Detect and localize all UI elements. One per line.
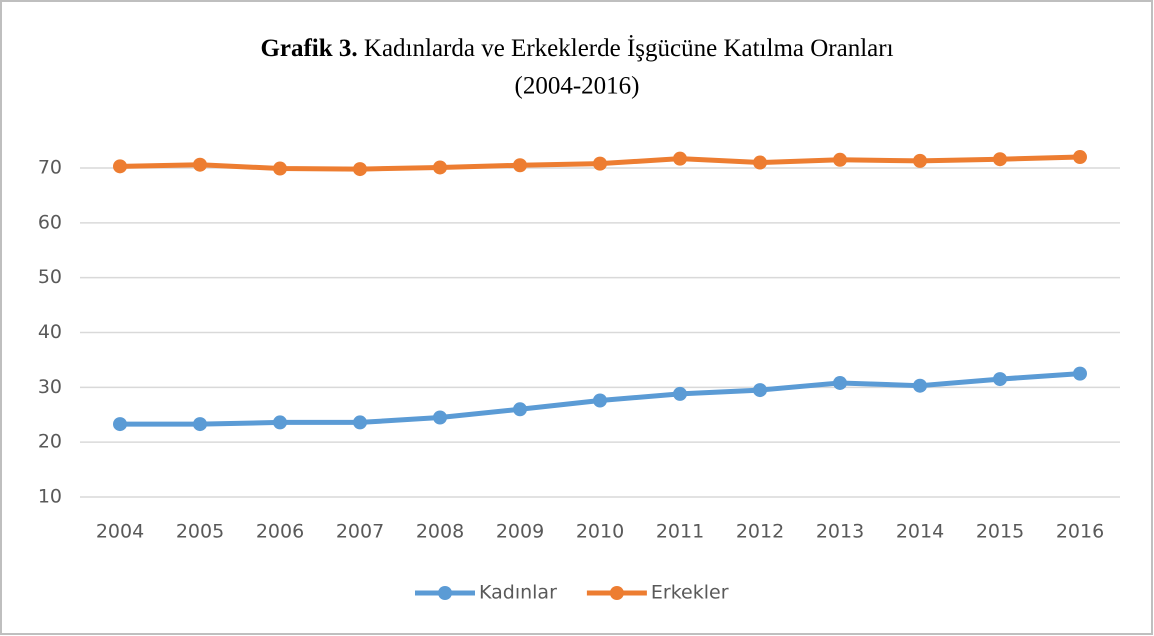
x-tick-label: 2014 bbox=[896, 521, 944, 543]
data-point bbox=[993, 372, 1007, 387]
data-point bbox=[673, 151, 687, 166]
x-tick-label: 2007 bbox=[336, 521, 384, 543]
data-point bbox=[913, 153, 927, 168]
y-tick-label: 70 bbox=[38, 157, 62, 179]
title-label: Grafik 3. bbox=[260, 35, 357, 62]
data-point bbox=[433, 410, 447, 425]
chart-subtitle: (2004-2016) bbox=[515, 73, 640, 100]
x-tick-label: 2015 bbox=[976, 521, 1024, 543]
data-point bbox=[1073, 366, 1087, 381]
data-point bbox=[193, 417, 207, 432]
data-point bbox=[673, 386, 687, 401]
data-point bbox=[833, 152, 847, 167]
data-point bbox=[113, 417, 127, 432]
data-point bbox=[993, 152, 1007, 167]
x-tick-label: 2009 bbox=[496, 521, 544, 543]
data-point bbox=[593, 156, 607, 171]
y-tick-label: 30 bbox=[38, 376, 62, 398]
x-tick-label: 2004 bbox=[96, 521, 144, 543]
chart-title: Grafik 3. Kadınlarda ve Erkeklerde İşgüc… bbox=[260, 35, 893, 62]
data-point bbox=[353, 415, 367, 430]
y-tick-label: 40 bbox=[38, 321, 62, 343]
data-point bbox=[193, 157, 207, 172]
legend-label: Erkekler bbox=[651, 582, 729, 604]
legend-marker bbox=[609, 586, 624, 600]
data-point bbox=[273, 161, 287, 176]
x-tick-label: 2010 bbox=[576, 521, 624, 543]
data-point bbox=[273, 415, 287, 430]
y-tick-label: 50 bbox=[38, 266, 62, 288]
y-tick-label: 20 bbox=[38, 431, 62, 453]
y-tick-label: 10 bbox=[38, 486, 62, 508]
data-point bbox=[753, 155, 767, 170]
x-tick-label: 2008 bbox=[416, 521, 464, 543]
x-tick-label: 2005 bbox=[176, 521, 224, 543]
x-tick-label: 2012 bbox=[736, 521, 784, 543]
data-point bbox=[593, 393, 607, 408]
x-tick-label: 2016 bbox=[1056, 521, 1104, 543]
data-point bbox=[753, 383, 767, 398]
data-point bbox=[513, 158, 527, 173]
data-point bbox=[433, 160, 447, 175]
y-tick-label: 60 bbox=[38, 211, 62, 233]
data-point bbox=[353, 162, 367, 177]
legend-label: Kadınlar bbox=[479, 582, 557, 604]
data-point bbox=[913, 378, 927, 393]
x-tick-label: 2006 bbox=[256, 521, 304, 543]
x-tick-label: 2011 bbox=[656, 521, 704, 543]
data-point bbox=[113, 159, 127, 174]
legend-marker bbox=[438, 586, 452, 600]
data-point bbox=[513, 402, 527, 417]
title-text: Kadınlarda ve Erkeklerde İşgücüne Katılm… bbox=[364, 35, 894, 62]
x-tick-label: 2013 bbox=[816, 521, 864, 543]
data-point bbox=[1073, 150, 1087, 165]
data-point bbox=[833, 375, 847, 390]
